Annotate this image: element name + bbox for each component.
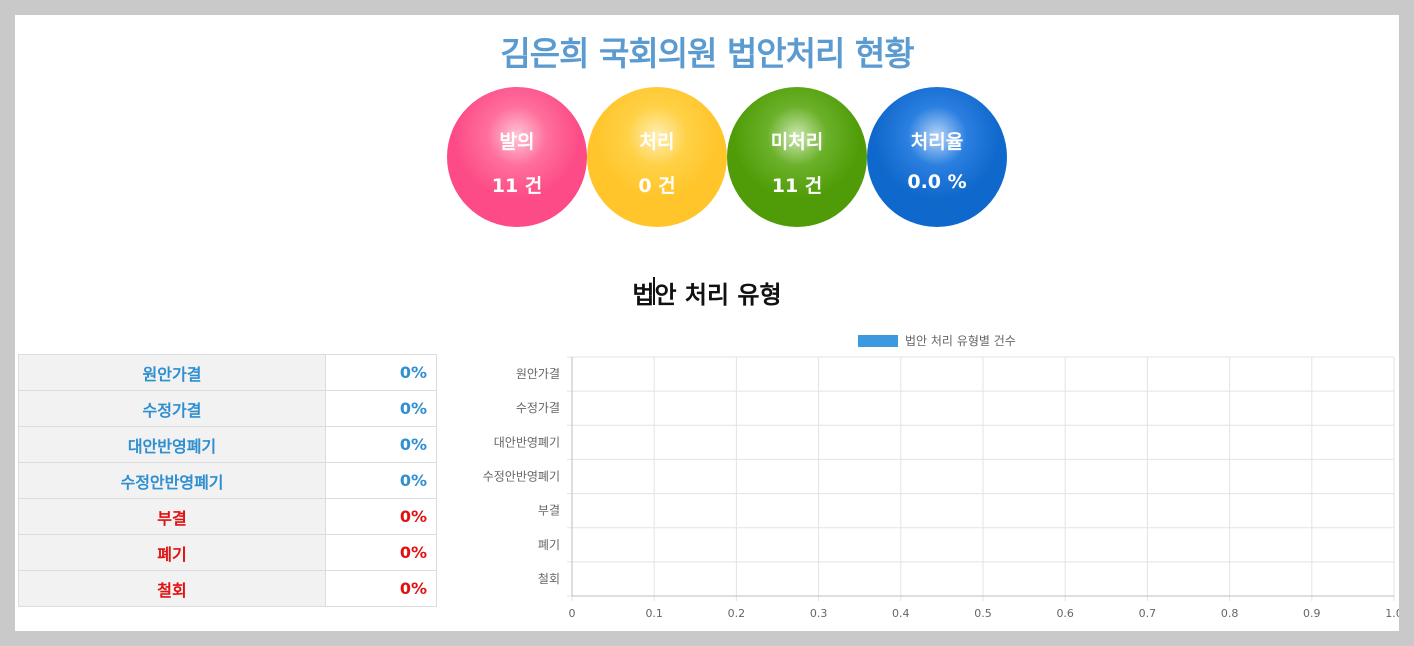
bar-chart: 법안 처리 유형별 건수 0 0.1 0.2 0.3 0.4 0.5 0.6 0.7 0.8 0.9… (483, 334, 1399, 620)
summary-label: 처리율 (910, 131, 964, 153)
summary-value: 11 건 (771, 175, 823, 197)
x-tick-label: 0.7 (1139, 607, 1157, 620)
x-tick-label: 0.9 (1303, 607, 1321, 620)
table-row: 원안가결 0% (18, 354, 437, 391)
summary-label: 발의 (499, 131, 535, 153)
x-tick-label: 0.4 (892, 607, 910, 620)
summary-value: 11 건 (491, 175, 543, 197)
summary-label: 처리 (639, 131, 675, 153)
x-tick-label: 0.5 (974, 607, 992, 620)
stat-name: 원안가결 (18, 354, 326, 391)
summary-value: 0 건 (638, 175, 676, 197)
page-title: 김은희 국회의원 법안처리 현황 (500, 34, 914, 73)
stat-percent: 0% (325, 570, 437, 607)
y-tick-label: 수정안반영폐기 (483, 470, 560, 484)
table-row: 철회 0% (18, 570, 437, 607)
table-row: 대안반영폐기 0% (18, 426, 437, 463)
y-tick-label: 원안가결 (516, 367, 560, 381)
summary-circle-rate: 처리율 0.0 % (867, 87, 1007, 227)
y-tick-label: 대안반영폐기 (494, 435, 560, 449)
stat-percent: 0% (325, 390, 437, 427)
y-tick-label: 부결 (538, 504, 560, 518)
stat-name: 수정가결 (18, 390, 326, 427)
table-row: 폐기 0% (18, 534, 437, 571)
x-tick-label: 0.3 (810, 607, 828, 620)
summary-circle-proposed: 발의 11 건 (447, 87, 587, 227)
summary-value: 0.0 % (907, 171, 967, 193)
x-tick-label: 0.2 (728, 607, 746, 620)
section-title: 법안 처리 유형 (632, 281, 782, 309)
y-tick-label: 철회 (538, 572, 560, 586)
y-tick-label: 수정가결 (516, 401, 560, 415)
stat-percent: 0% (325, 534, 437, 571)
table-row: 부결 0% (18, 498, 437, 535)
x-tick-label: 0.8 (1221, 607, 1239, 620)
x-tick-label: 0.6 (1056, 607, 1074, 620)
x-tick-label: 0.1 (645, 607, 663, 620)
summary-circle-unprocessed: 미처리 11 건 (727, 87, 867, 227)
main-panel: 김은희 국회의원 법안처리 현황 발의 11 건 처리 0 건 미처리 11 건… (15, 15, 1399, 631)
stat-name: 폐기 (18, 534, 326, 571)
stat-percent: 0% (325, 498, 437, 535)
table-row: 수정안반영폐기 0% (18, 462, 437, 499)
text-cursor (653, 277, 655, 305)
x-tick-label: 0 (569, 607, 576, 620)
stat-percent: 0% (325, 354, 437, 391)
y-tick-label: 폐기 (538, 538, 560, 552)
stats-table: 원안가결 0% 수정가결 0% 대안반영폐기 0% 수정안반영폐기 0% 부결 0% 폐기 0% 철회 0… (18, 354, 437, 607)
legend-label: 법안 처리 유형별 건수 (905, 334, 1016, 348)
x-tick-label: 1.0 (1385, 607, 1399, 620)
stat-percent: 0% (325, 462, 437, 499)
summary-label: 미처리 (770, 131, 824, 153)
stat-name: 대안반영폐기 (18, 426, 326, 463)
stat-name: 부결 (18, 498, 326, 535)
summary-circle-processed: 처리 0 건 (587, 87, 727, 227)
stat-name: 철회 (18, 570, 326, 607)
table-row: 수정가결 0% (18, 390, 437, 427)
stat-percent: 0% (325, 426, 437, 463)
legend-swatch (858, 335, 898, 347)
stat-name: 수정안반영폐기 (18, 462, 326, 499)
